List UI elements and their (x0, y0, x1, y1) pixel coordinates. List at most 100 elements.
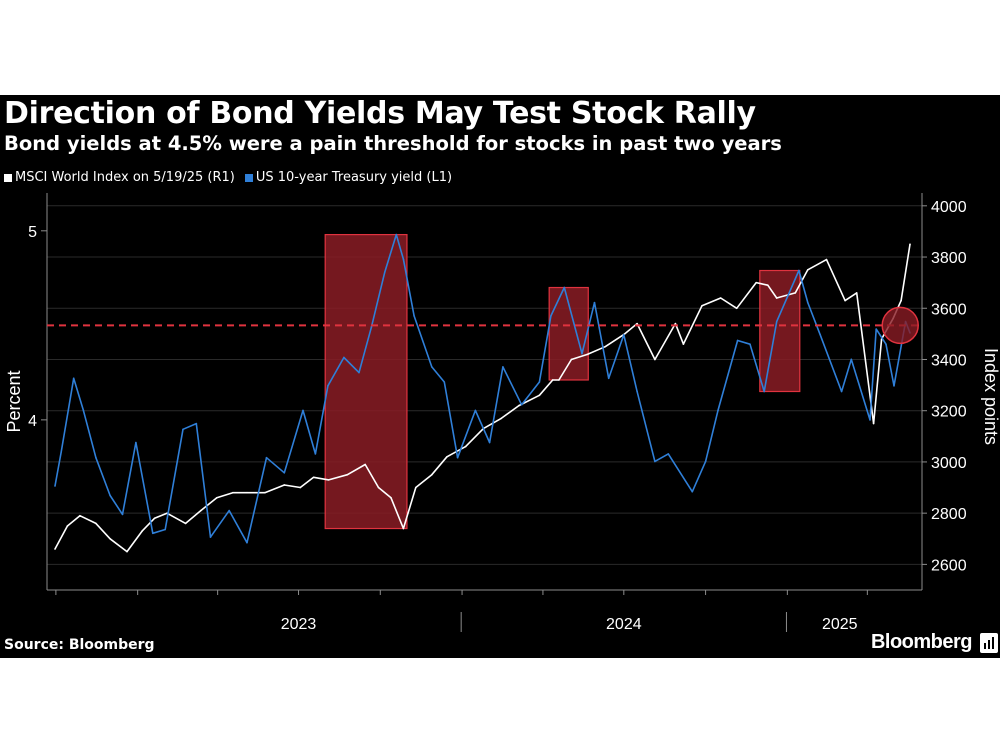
data-point-yield (54, 485, 56, 487)
data-point-msci (79, 514, 81, 517)
legend-item-yield: US 10-year Treasury yield (L1) (244, 170, 453, 185)
legend-item-msci: MSCI World Index on 5/19/25 (R1) (4, 170, 235, 185)
data-point-msci (263, 491, 266, 494)
data-point-msci (346, 473, 349, 476)
year-label-2025: 2025 (822, 616, 858, 633)
data-point-yield (82, 409, 85, 412)
bloomberg-bars-icon (980, 633, 998, 653)
legend-label-yield: US 10-year Treasury yield (L1) (255, 170, 453, 185)
data-point-msci (654, 358, 656, 361)
data-point-msci (231, 491, 234, 494)
data-point-msci (682, 343, 685, 345)
data-point-msci (766, 284, 769, 287)
data-point-yield (819, 333, 822, 336)
data-point-yield (121, 513, 124, 516)
data-point-yield (72, 377, 75, 380)
data-point-yield (563, 286, 566, 289)
data-point-yield (885, 343, 887, 346)
data-point-msci (246, 491, 248, 494)
right-tick-label: 3200 (931, 404, 967, 421)
data-point-yield (265, 456, 268, 459)
year-label-2024: 2024 (606, 616, 642, 633)
data-point-msci (431, 473, 433, 476)
data-point-msci (415, 486, 417, 489)
data-point-yield (502, 366, 504, 368)
legend-label-msci: MSCI World Index on 5/19/25 (R1) (15, 170, 235, 185)
data-point-yield (763, 390, 766, 393)
left-tick-label: 4 (28, 413, 37, 430)
data-point-msci (95, 522, 97, 525)
data-point-yield (593, 301, 596, 304)
data-point-msci (153, 517, 156, 520)
data-point-yield (413, 315, 415, 317)
data-point-msci (825, 258, 828, 261)
data-point-msci (570, 358, 573, 361)
highlight-circle (881, 306, 919, 345)
data-point-msci (299, 486, 302, 489)
data-point-yield (95, 456, 97, 459)
data-point-msci (141, 530, 143, 532)
data-point-yield (538, 381, 541, 383)
data-point-yield (443, 381, 446, 383)
data-point-msci (755, 281, 758, 284)
legend-swatch-yield (244, 173, 253, 182)
right-tick-label: 2800 (931, 506, 967, 523)
data-point-msci (538, 394, 541, 397)
data-point-yield (343, 356, 345, 359)
data-point-msci (636, 322, 638, 325)
data-point-yield (209, 536, 212, 538)
data-point-msci (855, 292, 858, 294)
data-point-msci (66, 525, 69, 527)
data-point-yield (456, 456, 459, 459)
data-point-yield (195, 422, 198, 425)
right-tick-label: 3000 (931, 455, 967, 472)
data-point-msci (735, 307, 738, 310)
chart-subtitle: Bond yields at 4.5% were a pain threshol… (4, 132, 782, 155)
data-point-yield (164, 528, 167, 531)
data-point-yield (736, 339, 739, 342)
data-point-msci (184, 522, 187, 525)
right-tick-label: 4000 (931, 199, 967, 216)
data-point-yield (370, 326, 373, 329)
data-point-yield (395, 233, 398, 236)
data-point-msci (364, 463, 366, 466)
data-point-yield (488, 441, 491, 444)
data-point-yield (893, 385, 895, 387)
data-point-msci (109, 537, 111, 540)
data-point-yield (60, 451, 63, 453)
data-point-yield (717, 409, 719, 412)
data-point-yield (474, 409, 477, 412)
data-point-msci (900, 299, 902, 302)
data-point-msci (518, 404, 520, 407)
data-point-yield (654, 460, 656, 463)
highlight-box-3 (759, 269, 801, 393)
data-point-yield (775, 320, 778, 323)
data-point-msci (500, 417, 502, 420)
data-point-yield (228, 509, 230, 512)
data-point-msci (377, 486, 380, 489)
right-tick-label: 3800 (931, 250, 967, 267)
data-point-msci (464, 445, 467, 448)
data-point-yield (358, 371, 360, 374)
data-point-yield (520, 403, 523, 406)
year-label-2023: 2023 (281, 616, 317, 633)
data-point-msci (126, 550, 128, 553)
data-point-yield (798, 269, 800, 272)
legend-swatch-msci (4, 173, 12, 182)
data-point-yield (383, 271, 386, 274)
data-point-yield (151, 532, 154, 535)
data-point-msci (390, 496, 392, 499)
source-note: Source: Bloomberg (4, 637, 155, 653)
series-line-yield (54, 233, 911, 544)
data-point-msci (54, 548, 56, 550)
data-point-msci (909, 243, 911, 246)
data-point-yield (431, 366, 433, 368)
right-tick-label: 3400 (931, 352, 967, 369)
data-point-yield (402, 258, 405, 260)
chart-title: Direction of Bond Yields May Test Stock … (4, 96, 756, 131)
data-point-yield (135, 441, 137, 444)
data-point-msci (199, 509, 202, 512)
data-point-msci (775, 297, 778, 299)
data-point-yield (749, 343, 751, 346)
